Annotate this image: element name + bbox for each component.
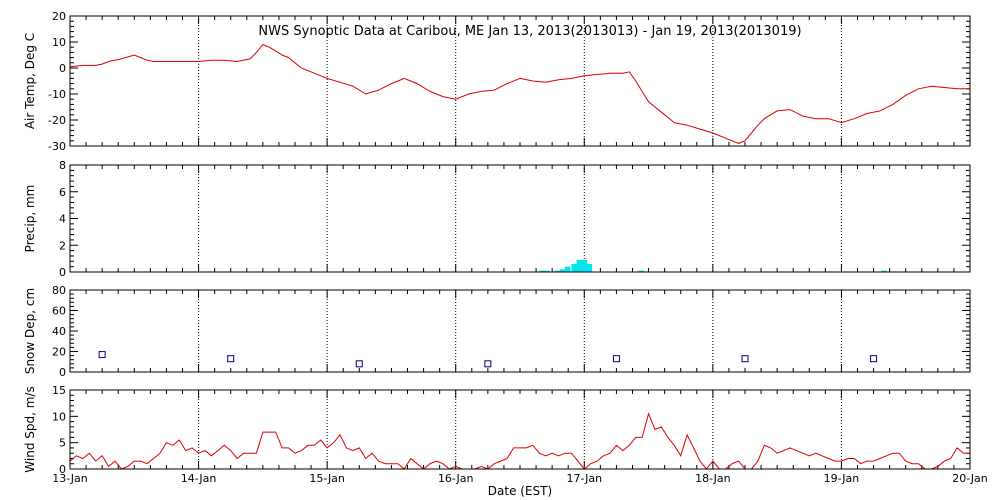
snow-marker bbox=[355, 360, 363, 368]
wind-y-axis-label: Wind Spd, m/s bbox=[23, 386, 37, 472]
precip-bar bbox=[539, 270, 545, 272]
precip-bar bbox=[881, 270, 887, 272]
x-tick-label: 17-Jan bbox=[567, 472, 603, 485]
snow-marker bbox=[741, 355, 749, 363]
precip-bar bbox=[565, 266, 571, 272]
temp-y-tick-label: -20 bbox=[48, 114, 66, 127]
snow-y-tick-label: 20 bbox=[52, 346, 66, 359]
x-tick-label: 14-Jan bbox=[181, 472, 217, 485]
x-tick-label: 20-Jan bbox=[952, 472, 988, 485]
temp-y-tick-label: 10 bbox=[52, 36, 66, 49]
x-axis-label: Date (EST) bbox=[488, 484, 552, 498]
chart-title: NWS Synoptic Data at Caribou, ME Jan 13,… bbox=[258, 24, 801, 39]
wind-series-line bbox=[69, 412, 970, 470]
precip-y-tick-label: 8 bbox=[59, 159, 66, 172]
precip-bar bbox=[638, 270, 644, 272]
precip-bar bbox=[581, 259, 588, 272]
wind-frame bbox=[69, 389, 971, 470]
precip-y-tick-label: 0 bbox=[59, 266, 66, 279]
wind-y-tick-label: 15 bbox=[52, 384, 66, 397]
wind-y-tick-label: 10 bbox=[52, 410, 66, 423]
temp-y-tick-label: -30 bbox=[48, 140, 66, 153]
temp-y-tick-label: 20 bbox=[52, 10, 66, 23]
x-tick-label: 13-Jan bbox=[52, 472, 88, 485]
snow-marker bbox=[98, 351, 106, 359]
snow-y-tick-label: 0 bbox=[59, 366, 66, 379]
snow-marker bbox=[484, 360, 492, 368]
precip-y-tick-label: 2 bbox=[59, 239, 66, 252]
temp-y-axis-label: Air Temp, Deg C bbox=[23, 33, 37, 129]
snow-y-axis-label: Snow Dep, cm bbox=[23, 288, 37, 374]
precip-bar bbox=[576, 259, 582, 272]
snow-panel: 0 20 40 60 80 Snow Dep, cm bbox=[23, 284, 971, 379]
temp-y-tick-label: -10 bbox=[48, 88, 66, 101]
precip-bar bbox=[571, 263, 577, 272]
temp-series-line bbox=[69, 43, 970, 144]
x-tick-label: 15-Jan bbox=[309, 472, 345, 485]
precip-bar bbox=[559, 269, 566, 272]
temp-y-tick-label: 0 bbox=[59, 62, 66, 75]
snow-y-tick-label: 40 bbox=[52, 325, 66, 338]
wind-panel: 0 5 10 15 Wind Spd, m/s bbox=[23, 384, 971, 476]
wind-y-tick-label: 0 bbox=[59, 463, 66, 476]
x-tick-label: 18-Jan bbox=[695, 472, 731, 485]
precip-panel: 0 2 4 6 8 Precip, mm bbox=[23, 159, 971, 279]
snow-marker bbox=[870, 355, 878, 363]
precip-y-tick-label: 4 bbox=[59, 213, 66, 226]
precip-bar bbox=[586, 263, 593, 272]
snow-y-tick-label: 60 bbox=[52, 305, 66, 318]
snow-marker bbox=[227, 355, 235, 363]
x-tick-label: 19-Jan bbox=[824, 472, 860, 485]
temp-frame bbox=[69, 15, 971, 147]
precip-y-tick-label: 6 bbox=[59, 186, 66, 199]
precip-bar bbox=[544, 270, 550, 272]
snow-marker bbox=[612, 355, 620, 363]
snow-y-tick-label: 80 bbox=[52, 284, 66, 297]
snow-frame bbox=[69, 289, 971, 373]
precip-frame bbox=[69, 164, 971, 273]
precip-bar bbox=[554, 270, 561, 272]
x-tick-label: 16-Jan bbox=[438, 472, 474, 485]
wind-y-tick-label: 5 bbox=[59, 437, 66, 450]
precip-y-axis-label: Precip, mm bbox=[23, 185, 37, 253]
temp-panel: -30 -20 -10 0 10 20 Air Temp, Deg C bbox=[23, 10, 971, 153]
